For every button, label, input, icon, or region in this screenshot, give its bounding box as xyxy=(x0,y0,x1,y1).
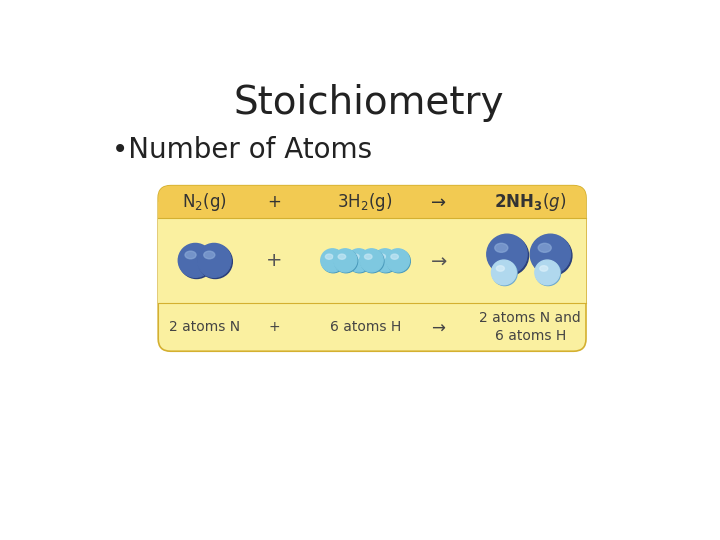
Ellipse shape xyxy=(338,254,346,259)
Text: +: + xyxy=(269,320,280,334)
Text: 6 atoms H: 6 atoms H xyxy=(330,320,401,334)
Ellipse shape xyxy=(325,254,333,259)
Circle shape xyxy=(487,234,527,274)
Circle shape xyxy=(322,249,345,273)
Circle shape xyxy=(492,260,516,285)
Circle shape xyxy=(334,249,358,273)
Text: 2 atoms N and
6 atoms H: 2 atoms N and 6 atoms H xyxy=(480,311,581,343)
Circle shape xyxy=(386,249,410,272)
Ellipse shape xyxy=(538,244,552,252)
Circle shape xyxy=(536,261,560,286)
Bar xyxy=(158,218,586,303)
Circle shape xyxy=(320,249,344,272)
Bar xyxy=(158,202,586,218)
Text: $\rm 3H_2(g)$: $\rm 3H_2(g)$ xyxy=(338,191,393,213)
Circle shape xyxy=(374,249,397,273)
Text: $\rightarrow$: $\rightarrow$ xyxy=(427,251,448,270)
Text: $\rightarrow$: $\rightarrow$ xyxy=(428,318,446,336)
Circle shape xyxy=(387,249,410,273)
Circle shape xyxy=(530,234,570,274)
Circle shape xyxy=(179,245,214,279)
Circle shape xyxy=(197,244,231,278)
Ellipse shape xyxy=(204,251,215,259)
Circle shape xyxy=(348,249,372,273)
Ellipse shape xyxy=(351,254,359,259)
FancyBboxPatch shape xyxy=(158,186,586,218)
Text: 2 atoms N: 2 atoms N xyxy=(169,320,240,334)
Circle shape xyxy=(531,235,572,275)
Circle shape xyxy=(492,261,517,286)
Circle shape xyxy=(347,249,370,272)
Circle shape xyxy=(535,260,559,285)
Text: •Number of Atoms: •Number of Atoms xyxy=(112,136,372,164)
Ellipse shape xyxy=(495,244,508,252)
Circle shape xyxy=(374,249,397,272)
Ellipse shape xyxy=(185,251,196,259)
Text: $\mathbf{2NH_3}(g)$: $\mathbf{2NH_3}(g)$ xyxy=(494,191,567,213)
Text: $\rightarrow$: $\rightarrow$ xyxy=(428,193,447,211)
Ellipse shape xyxy=(391,254,398,259)
Circle shape xyxy=(333,249,357,272)
Circle shape xyxy=(179,244,212,278)
Circle shape xyxy=(361,249,384,273)
Text: +: + xyxy=(266,251,283,270)
Text: +: + xyxy=(268,193,282,211)
Ellipse shape xyxy=(496,266,505,271)
Circle shape xyxy=(360,249,383,272)
Ellipse shape xyxy=(378,254,386,259)
Ellipse shape xyxy=(364,254,372,259)
FancyBboxPatch shape xyxy=(158,186,586,351)
Circle shape xyxy=(488,235,528,275)
Text: Stoichiometry: Stoichiometry xyxy=(234,84,504,122)
Text: $\rm N_2(g)$: $\rm N_2(g)$ xyxy=(182,191,227,213)
Ellipse shape xyxy=(540,266,548,271)
Circle shape xyxy=(198,245,233,279)
